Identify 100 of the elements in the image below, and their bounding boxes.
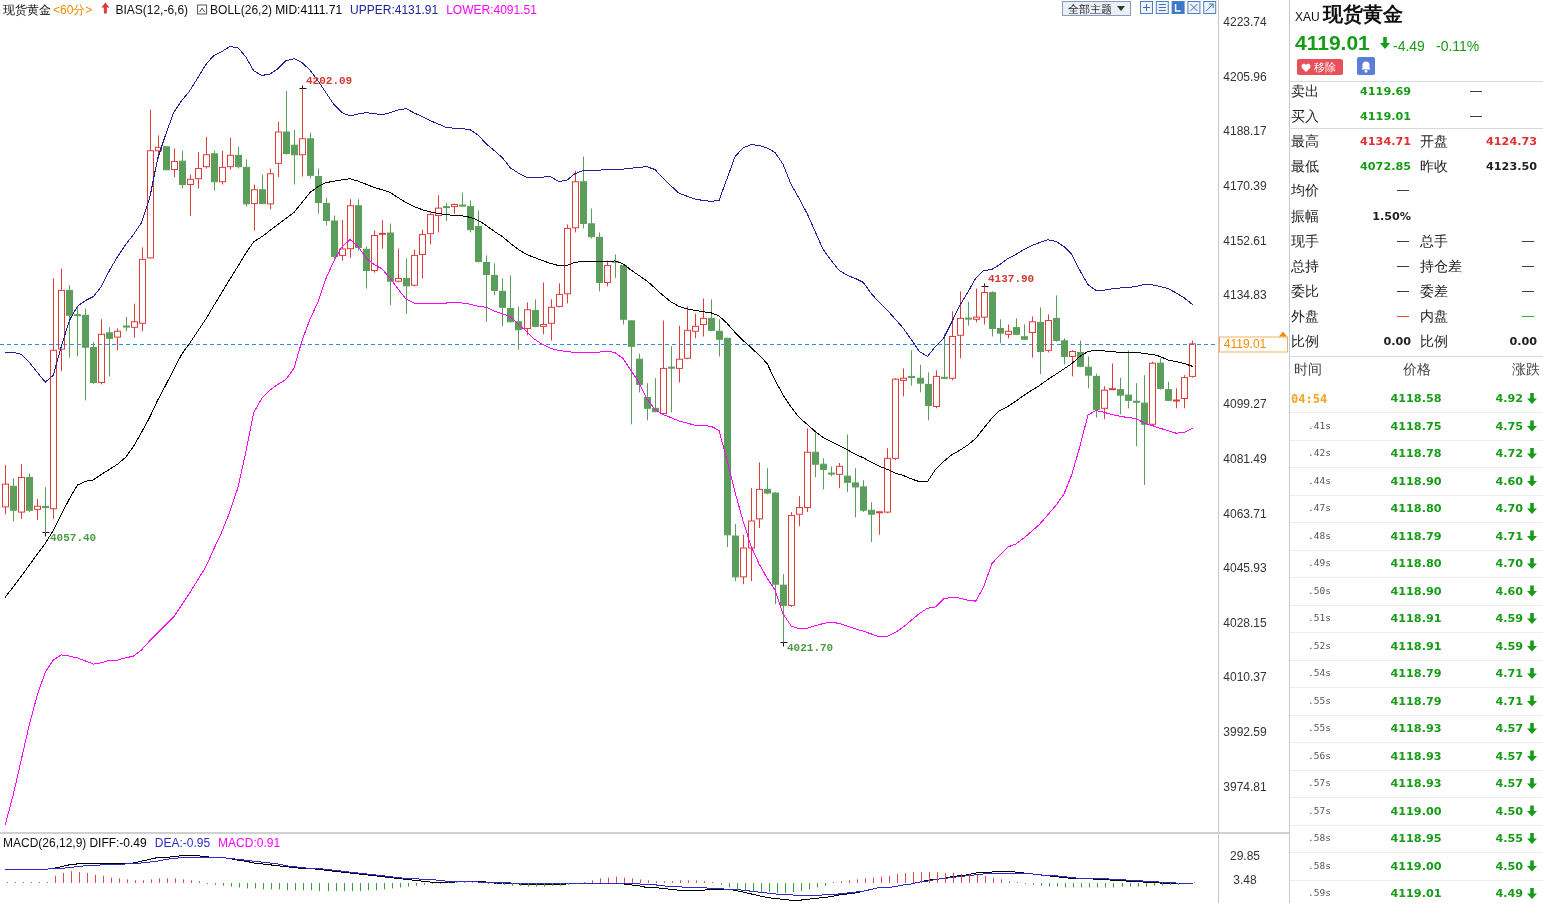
text: 4.71 [1495,694,1524,708]
text: .47s [1308,502,1331,513]
text: — [1397,259,1409,273]
text: 04:54 [1291,391,1328,406]
candlestick [227,137,234,171]
text: 4118.79 [1390,529,1442,543]
candlestick [1181,374,1188,409]
candlestick [66,284,73,359]
annotation: 4021.70 [787,642,834,654]
text: 4118.75 [1390,419,1442,433]
y-tick-label: 3992.59 [1223,724,1268,739]
text: 4118.79 [1390,667,1442,680]
text: .55s [1308,694,1331,706]
text: 涨跌 [1512,361,1540,377]
candlestick [965,301,972,327]
text: 总持 [1290,258,1319,274]
annotation: 全部主题 [1068,2,1112,15]
candlestick [2,464,9,515]
candlestick [363,246,370,290]
candlestick [211,150,218,192]
text: .57s [1308,777,1331,788]
candlestick [1029,316,1036,359]
candlestick [836,462,843,489]
y-tick-label: 4099.27 [1223,397,1268,412]
text: 委比 [1291,283,1319,299]
text: 4134.71 [1360,135,1412,148]
candlestick [1013,317,1020,335]
text: 委差 [1420,283,1448,299]
annotation: MACD:0.91 [218,836,281,850]
candlestick [1157,357,1164,389]
candlestick [917,364,924,393]
candlestick [957,290,964,359]
text: .41s [1308,419,1331,431]
candlestick [387,223,394,306]
text: 0.00 [1383,335,1412,348]
candlestick [925,371,932,421]
candlestick [18,463,25,520]
y-tick-label: 4045.93 [1223,561,1268,576]
y-tick-label: 4028.15 [1223,615,1268,630]
candlestick [668,345,675,413]
candlestick [548,298,555,341]
text: 4.50 [1495,859,1524,873]
text: .50s [1308,584,1331,596]
text: — [1522,284,1534,298]
y-tick-label: 3.48 [1233,872,1257,887]
candlestick [780,573,787,644]
chart-subtitle: <60分> [53,2,93,17]
text: .54s [1308,667,1331,678]
candlestick [499,277,506,327]
candlestick [203,136,210,170]
text: 4118.80 [1390,502,1442,515]
text: 4119.00 [1390,804,1442,818]
line-series [4,46,1193,383]
candlestick [660,320,667,415]
text: 4.71 [1495,529,1524,543]
line-series [4,857,1193,897]
text: -0.11% [1436,38,1480,54]
text: 4.70 [1495,557,1524,570]
text: XAU 现货黄金 [1295,3,1404,25]
candlestick [941,333,948,379]
text: 4.57 [1495,722,1523,735]
candlestick [355,198,362,252]
candlestick [187,174,194,217]
candlestick [379,219,386,250]
candlestick [700,297,707,337]
text: .51s [1308,612,1331,623]
text: 4119.01 [1390,887,1442,900]
text: 昨收 [1420,158,1448,174]
candlestick [483,254,490,323]
line-series [4,238,1193,826]
candlestick [50,277,57,520]
text: 移除 [1314,61,1336,73]
y-tick-label: 4152.61 [1223,233,1268,248]
y-tick-label: 4119.01 [1223,336,1267,351]
y-tick-label: 29.85 [1229,848,1261,863]
candlestick [163,146,170,171]
text: 开盘 [1420,133,1448,149]
text: -4.49 [1393,38,1426,54]
y-tick-label: 4223.74 [1223,15,1268,30]
text: 总手 [1419,233,1448,249]
candlestick [676,325,683,384]
text: 4119.01 [1360,110,1412,123]
chart-title: MACD(26,12,9) [3,836,87,850]
text: — [1522,234,1534,248]
legend-title: BOLL(26,2) [210,2,273,17]
text: .58s [1308,859,1331,871]
text: 4118.93 [1390,722,1442,735]
candlestick [42,486,49,534]
text: 4.60 [1495,584,1524,598]
text: 4.49 [1495,887,1524,900]
y-tick-label: 3974.81 [1223,779,1268,794]
candlestick [1069,351,1076,377]
y-tick-label: 4081.49 [1223,452,1268,467]
y-tick-label: 4188.17 [1223,124,1268,139]
text: 4118.79 [1390,694,1442,708]
candlestick [235,146,242,170]
candlestick [219,150,226,186]
candlestick [195,151,202,189]
text: 4.72 [1495,447,1523,460]
text: 4.71 [1495,667,1524,680]
